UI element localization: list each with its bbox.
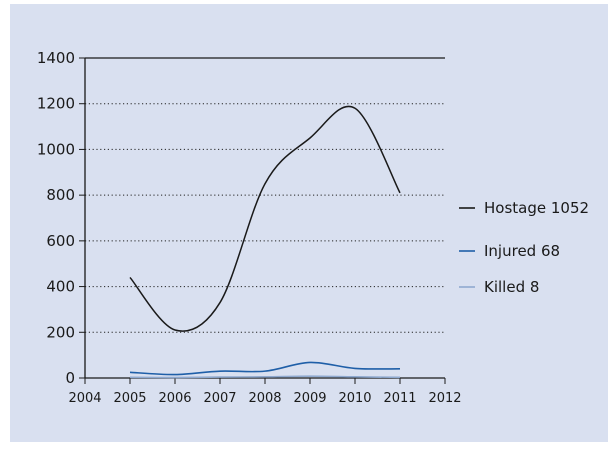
series-line-1 <box>129 361 401 376</box>
x-tick-label-2010: 2010 <box>338 391 371 406</box>
y-tick-label-800: 800 <box>46 186 75 204</box>
x-tick-label-2008: 2008 <box>248 391 281 406</box>
x-tick-label-2005: 2005 <box>113 391 146 406</box>
y-tick-label-1200: 1200 <box>37 95 75 113</box>
y-tick-label-1000: 1000 <box>37 140 75 158</box>
x-tick-label-2011: 2011 <box>383 391 416 406</box>
gridlines <box>85 57 445 333</box>
y-tick-label-200: 200 <box>46 323 75 341</box>
y-tick-label-600: 600 <box>46 232 75 250</box>
series-line-2 <box>129 375 401 379</box>
legend: Hostage 1052 Injured 68 Killed 8 <box>459 199 589 296</box>
legend-label-2: Killed 8 <box>484 278 539 296</box>
y-tick-label-1400: 1400 <box>37 49 75 67</box>
legend-label-0: Hostage 1052 <box>484 199 589 217</box>
y-tick-label-0: 0 <box>65 369 75 387</box>
series-lines <box>129 105 401 379</box>
legend-label-1: Injured 68 <box>484 242 560 260</box>
series-line-0 <box>129 105 401 332</box>
x-tick-label-2007: 2007 <box>203 391 236 406</box>
chart-panel <box>10 4 608 442</box>
axes: 0 200 400 600 800 1000 1200 1400 2004 2005 2006 200… <box>37 49 462 406</box>
x-tick-label-2004: 2004 <box>68 391 101 406</box>
y-tick-label-400: 400 <box>46 278 75 296</box>
x-tick-label-2012: 2012 <box>428 391 461 406</box>
x-tick-label-2006: 2006 <box>158 391 191 406</box>
x-tick-label-2009: 2009 <box>293 391 326 406</box>
